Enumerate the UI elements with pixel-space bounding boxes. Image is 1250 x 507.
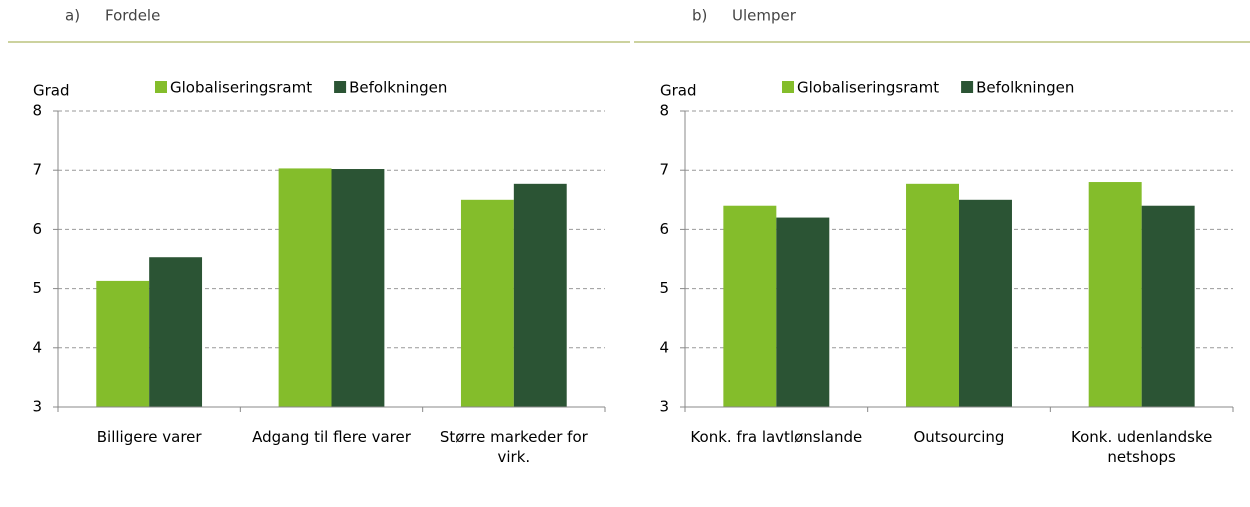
panel-label: a) xyxy=(65,7,80,25)
y-tick-label: 3 xyxy=(659,398,669,416)
y-axis-label: Grad xyxy=(33,82,70,100)
legend-label: Globaliseringsramt xyxy=(797,79,939,97)
bar xyxy=(906,183,959,407)
y-tick-label: 6 xyxy=(659,220,669,238)
y-tick-label: 7 xyxy=(32,161,42,179)
y-tick-label: 5 xyxy=(32,279,42,297)
bar xyxy=(959,199,1012,407)
x-tick-label: Billigere varer xyxy=(96,428,202,446)
bar xyxy=(331,169,385,407)
y-tick-label: 7 xyxy=(659,161,669,179)
panel-title: Ulemper xyxy=(732,7,797,25)
y-tick-label: 5 xyxy=(659,279,669,297)
legend-label: Befolkningen xyxy=(976,79,1074,97)
x-tick-label: Outsourcing xyxy=(913,428,1005,446)
y-tick-label: 8 xyxy=(32,102,42,120)
x-tick-label: Større markeder for virk. xyxy=(439,428,588,466)
bar xyxy=(776,217,830,407)
y-tick-label: 6 xyxy=(32,220,42,238)
bar xyxy=(278,168,332,407)
legend-swatch xyxy=(961,81,974,93)
legend-label: Befolkningen xyxy=(349,79,447,97)
bar xyxy=(1141,205,1195,407)
bar xyxy=(149,257,203,407)
y-tick-label: 4 xyxy=(659,338,669,356)
bar xyxy=(96,280,150,407)
bar xyxy=(460,199,514,407)
y-tick-label: 8 xyxy=(659,102,669,120)
legend-swatch xyxy=(334,81,347,93)
panel-title: Fordele xyxy=(105,7,160,25)
y-tick-label: 4 xyxy=(32,338,42,356)
bar xyxy=(513,183,567,407)
x-tick-label: Adgang til flere varer xyxy=(252,428,411,446)
bar xyxy=(1088,182,1142,407)
x-tick-label: Konk. fra lavtlønslande xyxy=(690,428,863,446)
x-tick-label: Konk. udenlandske netshops xyxy=(1070,428,1213,466)
legend-swatch xyxy=(782,81,794,93)
y-tick-label: 3 xyxy=(32,398,42,416)
bar xyxy=(723,205,777,407)
panel-label: b) xyxy=(692,7,707,25)
legend-swatch xyxy=(155,81,167,93)
legend-label: Globaliseringsramt xyxy=(170,79,312,97)
y-axis-label: Grad xyxy=(660,82,697,100)
